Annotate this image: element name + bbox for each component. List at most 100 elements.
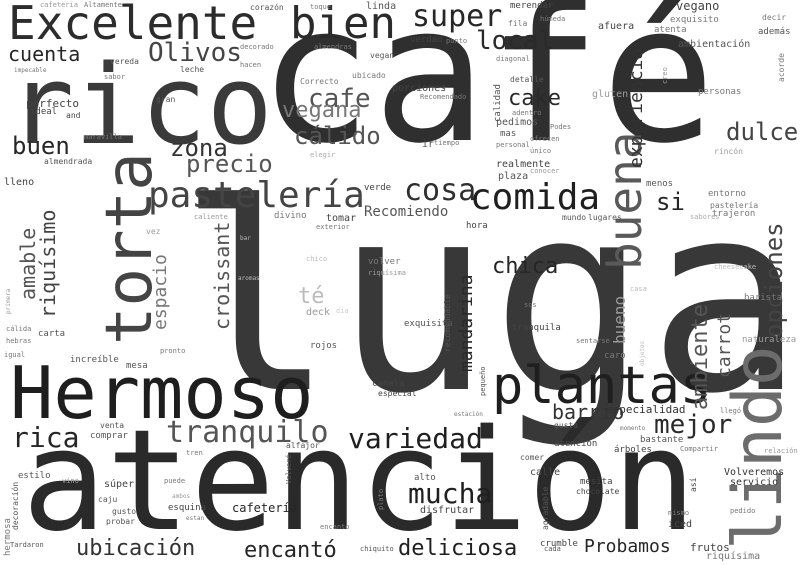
word-precio: precio [186,150,273,178]
word-adentro: adentro [512,109,542,117]
word-volver: volver [368,257,401,267]
word-rico: rico [8,41,273,169]
word-cafe: café [258,0,716,185]
word-dia: día [336,307,349,315]
word-caju: caju [98,495,118,504]
word-menos: menos [646,179,674,189]
word-recomendado: Recomendado [420,93,467,101]
word-plantas: plantas [492,356,712,416]
word-decorado: decorado [240,43,274,51]
word-gusto: gustó [554,421,579,430]
word-estilo: estilo [18,471,51,481]
word-mucha: mucha [408,477,493,510]
word-detalle: detalle [510,75,544,84]
word-acorde: acorde [777,53,786,82]
word-recomendable: recomendable [443,294,452,352]
word-decoracion: decoración [11,481,20,530]
word-arboles: árboles [614,445,652,455]
word-estacion: estación [454,411,483,418]
word-divino: divino [274,211,307,221]
word-dulce: dulce [726,118,799,146]
word-porciones: porciones [392,83,447,94]
word-frutos: frutos [690,541,730,554]
word-puede: puede [164,477,186,485]
word-calido: cálido [294,122,381,150]
word-lugar: lugar [178,149,800,451]
word-espacio: espacio [150,254,171,330]
word-bastante: bastante [640,435,684,445]
word-igual: igual [4,351,26,359]
word-hebras: hebras [6,337,32,345]
word-tardaron: Tardaron [10,541,44,549]
word-primera: primera [5,288,12,314]
word-vegana: vegana [282,98,362,123]
word-trajeron: trajeron [712,209,756,219]
word-aromas: aromas [238,275,260,282]
word-altamente: Altamente [84,1,122,9]
word-alto: alto [414,473,436,483]
word-pedimos: pedimos [496,117,539,128]
word-verdad: verdad [410,35,443,45]
word-super: super [412,0,503,34]
word-pronto: pronto [160,347,186,355]
word-mejor: mejor [654,410,733,440]
word-recomiendo: Recomiendo [364,204,449,220]
word-pedido: pedido [730,507,756,515]
word-ofrecen: ofrecen [530,135,560,143]
word-gran: gran [156,95,176,104]
word-servicio: servicio [730,477,779,488]
word-venta: venta [100,421,125,430]
word-tren: tren [186,449,203,457]
word-punto: punto [446,37,468,45]
word-mundo: mundo [562,213,587,222]
word-riquisima: riquísima [706,551,761,562]
word-ubicacion: ubicación [76,536,196,561]
word-maravilla: maravilla [84,133,122,141]
word-local: local [476,26,555,56]
word-especialidad: especialidad [606,403,686,416]
word-ambientacion: ambientación [678,39,751,50]
word-cada: cada [544,545,561,553]
word-buen: buen [12,132,70,160]
word-asi: así [689,477,698,492]
word-perfecto: perfecto [26,97,79,110]
word-agradable: agradable [541,486,550,530]
word-alfajor: alfajor [286,441,320,450]
word-croissant: croissant [210,221,234,330]
word-leche: leche [180,65,205,74]
word-crumble: crumble [540,539,578,549]
word-tiempo: tiempo [434,139,460,147]
word-excelente: Excelente [8,0,258,50]
word-podes: Podes [550,123,572,131]
word-bien: bien [290,0,396,49]
word-tomar: tomar [326,213,357,224]
word-compartir: Compartir [680,445,718,453]
word-realmente: realmente [496,159,551,170]
word-mesita: mesita [580,477,613,487]
word-atenta: atenta [654,25,687,35]
word-iced: iced [668,519,693,530]
word-te: té [298,284,325,309]
word-rojos: rojos [310,341,338,351]
word-gusto2: gusto [112,507,137,516]
word-correcto: Correcto [300,77,339,86]
word-personal: personal [496,141,530,149]
word-hermoso: Hermoso [10,351,314,435]
word-variedad: variedad [348,422,483,455]
word-tranquila: tranquila [512,323,561,333]
word-cosa: cosa [404,173,477,208]
word-disfrutar: disfrutar [420,505,475,516]
word-riquisimo: riquísimo [36,209,60,318]
word-vino: vino [62,477,79,485]
word-corazon: corazón [250,3,284,12]
word-chico: chico [306,255,328,263]
word-lleno: lleno [4,177,35,188]
word-ubicado: ubicado [352,71,386,80]
word-ambos: ambos [172,493,191,500]
word-creo: creo [661,67,669,84]
word-esquina: esquina [168,503,206,513]
word-rica: rica [12,421,80,454]
word-objetos: objetos [639,340,646,366]
word-decir: decir [762,13,787,22]
word-calida: cálida [6,325,32,333]
